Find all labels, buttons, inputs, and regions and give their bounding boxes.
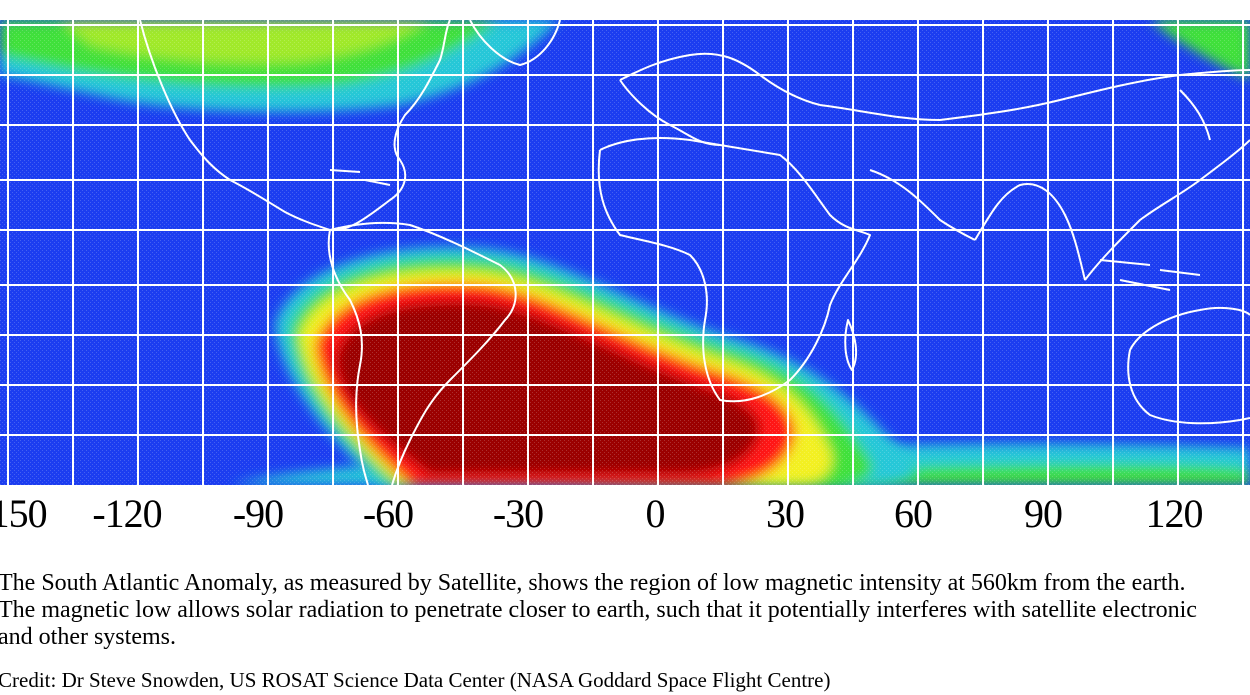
anomaly-map [0,20,1250,485]
greenland-coast [469,20,561,66]
japan-coast [1179,89,1211,141]
lat-lon-grid [0,20,1250,485]
tick-label: 60 [894,491,933,536]
caption-line-3: and other systems. [0,624,176,650]
tick-label: -90 [232,491,284,536]
tick-label: 30 [766,491,805,536]
figure-caption: The South Atlantic Anomaly, as measured … [0,570,1250,651]
tick-label: -150 [0,491,48,536]
longitude-axis: -150 -120 -90 -60 -30 0 30 60 90 120 [0,490,1250,550]
tick-label: 90 [1024,491,1063,536]
tick-label: -30 [492,491,544,536]
tick-label: -60 [362,491,414,536]
asia-coast [819,69,1250,281]
south-america-coast [327,221,517,485]
tick-label: 120 [1145,491,1204,536]
africa-coast [597,137,871,403]
figure-credit: Credit: Dr Steve Snowden, US ROSAT Scien… [0,668,831,692]
tick-label: 0 [645,491,666,536]
caption-line-2: The magnetic low allows solar radiation … [0,597,1197,623]
tick-label: -120 [92,491,162,536]
caption-line-1: The South Atlantic Anomaly, as measured … [0,570,1186,596]
